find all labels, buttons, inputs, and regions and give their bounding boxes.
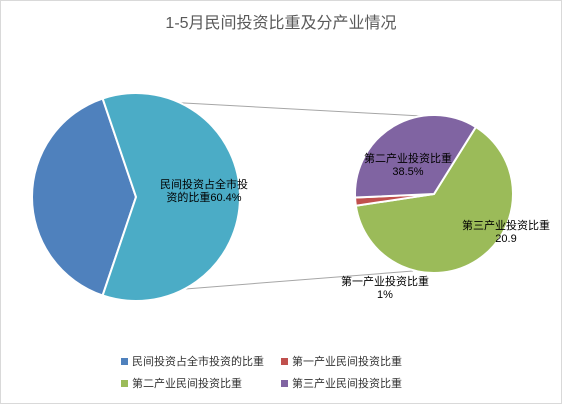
breakdown-pie [354, 114, 514, 274]
data-label-secondary-industry: 第二产业投资比重 38.5% [364, 151, 452, 178]
data-label-private-investment: 民间投资占全市投资的比重60.4% [160, 177, 248, 204]
legend-label: 民间投资占全市投资的比重 [132, 355, 264, 368]
chart-legend: 民间投资占全市投资的比重 第一产业民间投资比重 第二产业民间投资比重 第三产业民… [121, 353, 451, 391]
legend-item: 第三产业民间投资比重 [281, 375, 451, 391]
main-pie [31, 92, 241, 302]
legend-item: 第一产业民间投资比重 [281, 353, 451, 369]
chart-title: 1-5月民间投资比重及分产业情况 [165, 14, 396, 32]
legend-label: 第一产业民间投资比重 [292, 355, 402, 368]
data-labels: 民间投资占全市投资的比重60.4% 第二产业投资比重 38.5% 第三产业投资比重 20… [160, 151, 550, 301]
legend-item: 民间投资占全市投资的比重 [121, 353, 281, 369]
legend-item: 第二产业民间投资比重 [121, 375, 281, 391]
legend-swatch [281, 357, 288, 365]
pie-slice-private-investment [101, 92, 241, 302]
legend-swatch [121, 357, 128, 365]
pie-slice-other [31, 97, 138, 297]
legend-label: 第三产业民间投资比重 [292, 377, 402, 390]
legend-swatch [121, 379, 128, 387]
pie-slice-tertiary-industry [354, 114, 478, 199]
legend-label: 第二产业民间投资比重 [132, 377, 242, 390]
legend-swatch [281, 379, 288, 387]
pie-slice-secondary-industry [354, 125, 514, 274]
data-label-tertiary-industry: 第三产业投资比重 20.9 [462, 218, 550, 245]
data-label-primary-industry: 第一产业投资比重 1% [341, 274, 429, 301]
